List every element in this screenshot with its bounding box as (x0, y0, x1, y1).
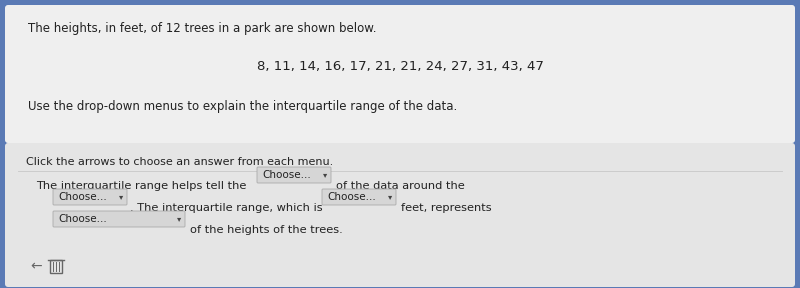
Text: The heights, in feet, of 12 trees in a park are shown below.: The heights, in feet, of 12 trees in a p… (28, 22, 377, 35)
Text: 8, 11, 14, 16, 17, 21, 21, 24, 27, 31, 43, 47: 8, 11, 14, 16, 17, 21, 21, 24, 27, 31, 4… (257, 60, 543, 73)
Text: ▾: ▾ (177, 215, 182, 223)
FancyBboxPatch shape (322, 189, 396, 205)
Text: Choose...: Choose... (58, 192, 106, 202)
Text: of the heights of the trees.: of the heights of the trees. (190, 225, 342, 235)
Text: Click the arrows to choose an answer from each menu.: Click the arrows to choose an answer fro… (26, 157, 334, 167)
FancyBboxPatch shape (5, 143, 795, 287)
FancyBboxPatch shape (53, 189, 127, 205)
Text: Choose...: Choose... (58, 214, 106, 224)
Text: Use the drop-down menus to explain the interquartile range of the data.: Use the drop-down menus to explain the i… (28, 100, 458, 113)
Text: . The interquartile range, which is: . The interquartile range, which is (130, 203, 322, 213)
Text: ▾: ▾ (119, 192, 123, 202)
Text: Choose...: Choose... (327, 192, 376, 202)
Bar (50, 260, 62, 273)
Text: ←: ← (30, 259, 42, 273)
Text: Choose...: Choose... (262, 170, 310, 180)
FancyBboxPatch shape (257, 167, 331, 183)
FancyBboxPatch shape (5, 5, 795, 143)
Text: of the data around the: of the data around the (336, 181, 465, 191)
Text: feet, represents: feet, represents (401, 203, 492, 213)
Text: ▾: ▾ (323, 170, 327, 179)
Text: The interquartile range helps tell the: The interquartile range helps tell the (36, 181, 246, 191)
Text: ▾: ▾ (388, 192, 392, 202)
FancyBboxPatch shape (53, 211, 185, 227)
